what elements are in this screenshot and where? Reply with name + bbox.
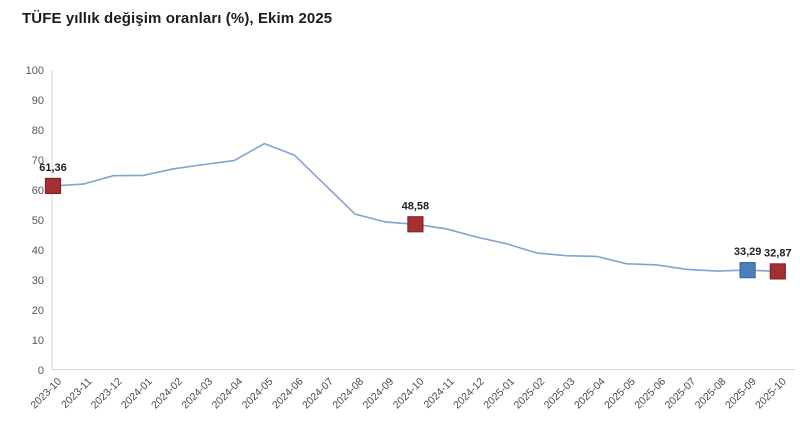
x-axis-tick-label: 2024-12 [451, 376, 487, 412]
x-axis-tick-label: 2025-06 [632, 376, 668, 412]
x-axis-tick-label: 2024-09 [361, 376, 397, 412]
x-axis-tick-label: 2025-08 [693, 376, 729, 412]
y-axis-tick-label: 100 [26, 65, 44, 77]
x-axis-tick-label: 2024-10 [391, 376, 427, 412]
x-axis-tick-label: 2025-07 [663, 376, 699, 412]
x-axis-tick-label: 2024-02 [149, 376, 185, 412]
chart-title: TÜFE yıllık değişim oranları (%), Ekim 2… [22, 10, 333, 27]
x-axis-tick-label: 2025-03 [542, 376, 578, 412]
data-label-2025-09: 33,29 [734, 246, 762, 258]
y-axis-tick-label: 70 [32, 155, 44, 167]
x-axis-tick-label: 2025-01 [481, 376, 517, 412]
data-label-2023-10: 61,36 [39, 162, 67, 174]
x-axis-tick-label: 2023-11 [59, 376, 94, 411]
data-label-2024-10: 48,58 [402, 200, 430, 212]
x-axis-tick-label: 2024-01 [119, 376, 155, 412]
x-axis-tick-label: 2025-04 [572, 376, 608, 412]
y-axis-tick-label: 90 [32, 95, 44, 107]
x-axis-tick-label: 2025-02 [512, 376, 548, 412]
x-axis-tick-label: 2024-08 [330, 376, 366, 412]
x-axis-tick-label: 2024-07 [300, 376, 336, 412]
x-axis-tick-label: 2023-10 [28, 376, 64, 412]
y-axis-tick-label: 30 [32, 275, 44, 287]
marker-2025-10 [769, 263, 786, 280]
y-axis-tick-label: 60 [32, 185, 44, 197]
x-axis-tick-label: 2024-11 [422, 376, 457, 411]
y-axis-tick-label: 20 [32, 305, 44, 317]
y-axis-tick-label: 0 [38, 365, 44, 377]
x-axis-tick-label: 2024-05 [240, 376, 276, 412]
data-label-2025-10: 32,87 [764, 247, 792, 259]
x-axis-tick-label: 2023-12 [89, 376, 125, 412]
x-axis-tick-label: 2024-04 [210, 376, 246, 412]
y-axis-tick-label: 50 [32, 215, 44, 227]
marker-2025-09 [739, 262, 756, 279]
y-axis-tick-label: 80 [32, 125, 44, 137]
y-axis-tick-label: 40 [32, 245, 44, 257]
x-axis-tick-label: 2025-10 [753, 376, 789, 412]
y-axis-tick-label: 10 [32, 335, 44, 347]
x-axis-tick-label: 2024-06 [270, 376, 306, 412]
marker-2024-10 [407, 216, 424, 233]
marker-2023-10 [44, 177, 62, 195]
x-axis-tick-label: 2025-05 [602, 376, 638, 412]
x-axis-tick-label: 2025-09 [723, 376, 759, 412]
x-axis-tick-label: 2024-03 [179, 376, 215, 412]
